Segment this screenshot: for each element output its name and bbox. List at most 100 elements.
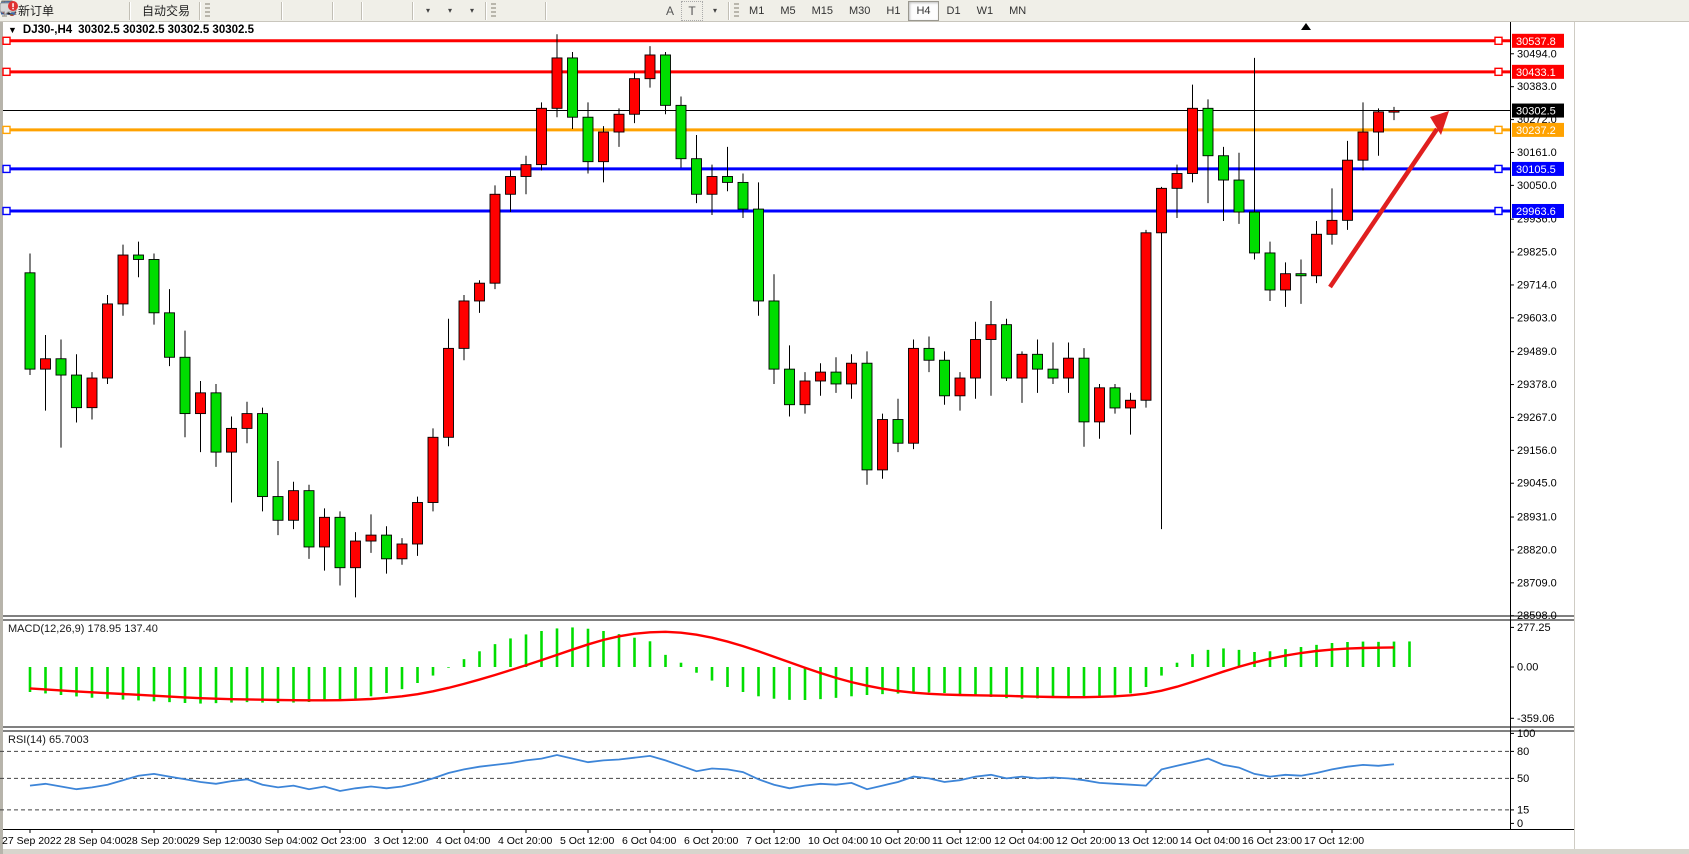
arrows-tool-button[interactable]: ▾ (2, 1, 725, 21)
timeframe-H4[interactable]: H4 (908, 0, 939, 21)
candle-55 (877, 419, 888, 471)
zoom-in-button[interactable] (1, 1, 307, 21)
line-handle[interactable] (1494, 36, 1503, 45)
line-handle[interactable] (2, 125, 11, 135)
candle-66 (1047, 368, 1059, 379)
svg-text:12 Oct 04:00: 12 Oct 04:00 (994, 835, 1054, 847)
current-price-tag: 30302.5 (1516, 106, 1556, 118)
line-handle[interactable] (1494, 206, 1503, 216)
trend-arrow-annotation[interactable] (1328, 111, 1449, 289)
label-button[interactable]: T (681, 0, 704, 21)
candle-75 (1187, 107, 1198, 174)
candle-49 (784, 368, 795, 406)
timeframe-MN[interactable]: MN (1009, 4, 1027, 17)
candle-46 (737, 181, 749, 210)
toolbar-grip[interactable] (491, 2, 497, 19)
chart-shift-button[interactable] (1, 1, 409, 21)
fibonacci-button[interactable]: F (2, 1, 659, 21)
line-chart-button[interactable] (0, 1, 278, 21)
rsi-line (29, 754, 1395, 792)
candle-6 (117, 254, 129, 305)
zoom-out-button[interactable] (1, 1, 329, 21)
candle-74 (1171, 173, 1183, 189)
rsi-value: 65.7003 (48, 734, 89, 746)
candle-42 (675, 104, 687, 160)
line-handle[interactable] (2, 36, 11, 45)
timeframe-D1[interactable]: D1 (946, 4, 961, 17)
tile-windows-button[interactable] (1, 1, 358, 21)
candle-63 (1001, 324, 1012, 379)
line-handle[interactable] (1494, 164, 1503, 174)
candle-12 (210, 392, 222, 453)
svg-text:30050.0: 30050.0 (1517, 180, 1557, 192)
auto-scroll-button[interactable] (1, 1, 387, 21)
candle-59 (939, 359, 950, 397)
candle-80 (1264, 252, 1276, 291)
periods-button[interactable]: ▾ (1, 1, 460, 21)
crosshair-button[interactable] (2, 1, 542, 21)
timeframe-H1[interactable]: H1 (886, 4, 901, 17)
text-button[interactable]: A (659, 1, 681, 21)
one-click-trading-toggle-icon[interactable]: ▼ (8, 25, 17, 35)
svg-text:0.00: 0.00 (1517, 662, 1538, 674)
candle-23 (381, 534, 392, 560)
vertical-line-button[interactable] (7, 1, 571, 21)
bar-chart-button[interactable] (2, 1, 234, 21)
line-handle[interactable] (2, 67, 11, 77)
candle-58 (923, 347, 935, 361)
autotrading-button[interactable]: 自动交易 (1, 1, 196, 21)
svg-text:30 Sep 04:00: 30 Sep 04:00 (250, 835, 313, 847)
line-handle[interactable] (2, 164, 11, 174)
chevron-down-icon: ▾ (470, 6, 475, 15)
candle-40 (644, 54, 656, 80)
macd-indicator-label: MACD(12,26,9) 178.95 137.40 (8, 623, 158, 635)
line-handle[interactable] (1494, 67, 1503, 77)
candle-84 (1326, 219, 1338, 235)
timeframe-M30[interactable]: M30 (849, 4, 871, 17)
panel-frames (0, 22, 1689, 854)
candle-45 (722, 176, 733, 183)
timeframe-M1[interactable]: M1 (749, 4, 765, 17)
candle-32 (520, 164, 532, 177)
candle-67 (1063, 357, 1074, 379)
channel-button[interactable]: E (1, 1, 637, 21)
timeframe-M15[interactable]: M15 (811, 4, 833, 17)
profile-button[interactable] (0, 1, 104, 21)
alerts-button[interactable] (2, 1, 126, 21)
toolbar-grip[interactable] (205, 2, 211, 19)
candle-19 (319, 516, 330, 548)
svg-text:28598.0: 28598.0 (1517, 610, 1557, 622)
line-handle[interactable] (2, 206, 11, 216)
chart-title[interactable]: ▼ DJ30-,H4 30302.5 30302.5 30302.5 30302… (8, 24, 254, 36)
toolbar-grip[interactable] (734, 2, 740, 19)
timeframe-M5[interactable]: M5 (780, 4, 796, 17)
svg-text:-359.06: -359.06 (1517, 713, 1554, 725)
candle-52 (830, 371, 842, 385)
candle-8 (148, 259, 160, 314)
candle-25 (412, 502, 423, 545)
trendline-button[interactable] (2, 1, 615, 21)
metaeditor-button[interactable] (1, 0, 82, 21)
horizontal-line-button[interactable] (2, 1, 593, 21)
timeframe-W1[interactable]: W1 (976, 4, 994, 17)
candle-41 (660, 54, 671, 106)
autotrading-label: 自动交易 (142, 4, 191, 18)
candle-29 (474, 282, 485, 302)
svg-text:80: 80 (1517, 746, 1529, 758)
candle-11 (195, 392, 206, 415)
svg-text:7 Oct 12:00: 7 Oct 12:00 (746, 835, 800, 847)
svg-text:30161.0: 30161.0 (1517, 147, 1557, 159)
top-toolbar: 新订单 自动交易 ▾ ▾ ▾ E F A T (0, 0, 1689, 22)
candle-60 (954, 377, 966, 397)
templates-button[interactable]: ▾ (1, 1, 482, 21)
svg-text:277.25: 277.25 (1517, 622, 1551, 634)
line-handle[interactable] (1494, 125, 1503, 135)
candlestick-button[interactable] (2, 1, 256, 21)
cursor-button[interactable] (4, 1, 520, 21)
svg-text:29489.0: 29489.0 (1517, 346, 1557, 358)
candle-86 (1357, 131, 1369, 161)
candle-82 (1295, 273, 1307, 277)
scroll-to-end-marker[interactable] (1301, 23, 1311, 30)
indicators-button[interactable]: ▾ (1, 1, 438, 21)
